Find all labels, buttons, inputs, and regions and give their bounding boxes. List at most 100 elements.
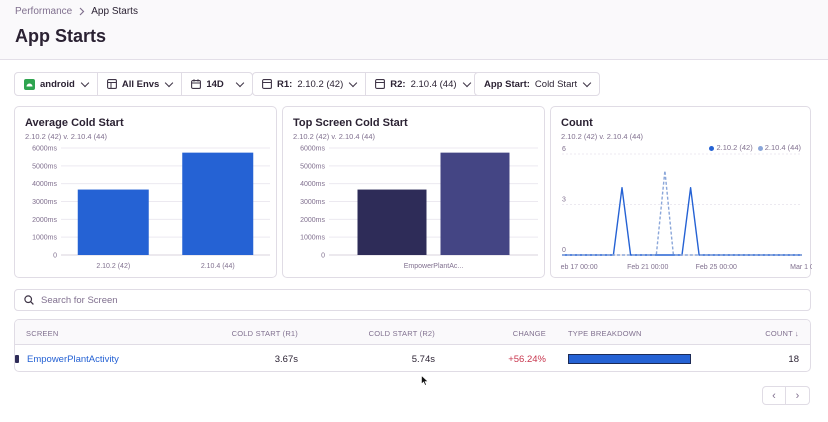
- type-breakdown-bar[interactable]: [568, 354, 691, 364]
- average-cold-start-panel: Average Cold Start 2.10.2 (42) v. 2.10.4…: [14, 106, 277, 278]
- y-tick-label: 0: [321, 253, 325, 260]
- chevron-down-icon: [582, 78, 592, 87]
- chart-title: Average Cold Start: [25, 117, 124, 129]
- release-filter-group: R1: 2.10.2 (42) R2: 2.10.4 (44): [252, 72, 480, 96]
- x-tick-label: 2.10.2 (42): [96, 263, 130, 270]
- chevron-down-icon: [235, 78, 245, 87]
- y-tick-label: 1000ms: [32, 235, 57, 242]
- project-filter-group: android All Envs 14D: [14, 72, 253, 96]
- breadcrumb-performance[interactable]: Performance: [15, 6, 73, 17]
- y-tick-label: 1000ms: [300, 235, 325, 242]
- release-1-label: R1:: [277, 78, 293, 90]
- app-start-filter-group: App Start: Cold Start: [474, 72, 601, 96]
- release-2-value: 2.10.4 (44): [410, 78, 457, 90]
- page-header: Performance App Starts App Starts: [0, 0, 828, 60]
- column-header-cold-start-r2[interactable]: COLD START (R2): [368, 329, 435, 338]
- chevron-right-icon: [79, 7, 85, 16]
- table-row[interactable]: EmpowerPlantActivity 3.67s 5.74s +56.24%…: [15, 345, 810, 371]
- top-screen-cold-start-chart: 0 1000ms 2000ms 3000ms 4000ms 5000ms 6000ms Emp…: [300, 146, 538, 270]
- date-range-filter[interactable]: 14D: [182, 72, 253, 96]
- release-2-filter[interactable]: R2: 2.10.4 (44): [366, 72, 480, 96]
- row-color-marker: [15, 355, 19, 363]
- x-tick-label: Feb 21 00:00: [627, 264, 668, 271]
- chart-legend: 2.10.2 (42) 2.10.4 (44): [709, 143, 801, 152]
- legend-dot: [757, 145, 763, 151]
- search-icon: [24, 295, 34, 305]
- change-value: +56.24%: [508, 354, 546, 365]
- cold-start-r2-value: 5.74s: [411, 354, 435, 365]
- chart-title: Top Screen Cold Start: [293, 117, 408, 129]
- bar: [440, 152, 510, 255]
- y-tick-label: 0: [53, 253, 57, 260]
- series-line: [562, 170, 802, 256]
- x-tick-label: eb 17 00:00: [561, 264, 598, 271]
- y-tick-label: 3000ms: [300, 199, 325, 206]
- chart-subtitle: 2.10.2 (42) v. 2.10.4 (44): [25, 132, 107, 141]
- bar: [357, 189, 427, 255]
- x-tick-label: Mar 1 0: [790, 264, 812, 271]
- page-title: App Starts: [15, 26, 107, 46]
- count-panel: Count 2.10.2 (42) v. 2.10.4 (44) 2.10.2 …: [550, 106, 812, 278]
- top-screen-cold-start-panel: Top Screen Cold Start 2.10.2 (42) v. 2.1…: [282, 106, 545, 278]
- release-2-label: R2:: [390, 78, 406, 90]
- legend-label: 2.10.4 (44): [764, 143, 801, 152]
- chevron-down-icon: [80, 78, 90, 87]
- next-page-button[interactable]: ›: [786, 386, 810, 405]
- release-icon: [262, 79, 272, 89]
- bar: [182, 152, 254, 255]
- app-start-label: App Start:: [484, 78, 530, 90]
- y-tick-label: 6000ms: [32, 146, 57, 153]
- type-breakdown-fill: [569, 355, 690, 363]
- platform-filter[interactable]: android: [14, 72, 98, 96]
- y-tick-label: 4000ms: [300, 181, 325, 188]
- breadcrumb: Performance App Starts: [15, 6, 138, 17]
- y-tick-label: 3: [562, 197, 566, 204]
- series-line: [562, 186, 802, 256]
- y-tick-label: 6000ms: [300, 146, 325, 153]
- legend-item[interactable]: 2.10.2 (42): [709, 143, 753, 152]
- y-tick-label: 6: [562, 146, 566, 153]
- app-start-value: Cold Start: [534, 78, 578, 90]
- y-tick-label: 2000ms: [300, 217, 325, 224]
- release-icon: [375, 79, 386, 89]
- previous-page-button[interactable]: ‹: [762, 386, 786, 405]
- column-header-count[interactable]: COUNT ↓: [765, 329, 799, 338]
- count-chart: 0 3 6 eb 17 00:00 Feb 21 00:00 Feb 25 00:00 Ma…: [561, 146, 812, 271]
- environment-filter[interactable]: All Envs: [97, 72, 183, 96]
- average-cold-start-chart: 0 1000ms 2000ms 3000ms 4000ms 5000ms 6000ms 2.1…: [32, 146, 270, 270]
- cold-start-r1-value: 3.67s: [274, 354, 298, 365]
- app-start-type-filter[interactable]: App Start: Cold Start: [474, 72, 601, 96]
- table-header: SCREEN COLD START (R1) COLD START (R2) C…: [15, 320, 810, 345]
- chevron-down-icon: [165, 78, 174, 87]
- breadcrumb-current: App Starts: [91, 6, 138, 17]
- mouse-cursor-icon: [421, 375, 429, 386]
- android-icon: [24, 78, 35, 90]
- date-range-label: 14D: [206, 78, 224, 90]
- release-1-filter[interactable]: R1: 2.10.2 (42): [252, 72, 367, 96]
- pagination: ‹ ›: [762, 386, 810, 405]
- legend-label: 2.10.2 (42): [716, 143, 753, 152]
- x-tick-label: EmpowerPlantAc...: [404, 263, 464, 270]
- column-header-screen[interactable]: SCREEN: [26, 329, 59, 338]
- screen-name-link[interactable]: EmpowerPlantActivity: [27, 354, 119, 365]
- legend-dot: [709, 145, 715, 151]
- column-header-cold-start-r1[interactable]: COLD START (R1): [231, 329, 298, 338]
- chart-subtitle: 2.10.2 (42) v. 2.10.4 (44): [293, 132, 375, 141]
- y-tick-label: 5000ms: [300, 163, 325, 170]
- y-tick-label: 5000ms: [32, 163, 57, 170]
- column-header-type-breakdown[interactable]: TYPE BREAKDOWN: [568, 329, 642, 338]
- legend-item[interactable]: 2.10.4 (44): [757, 143, 801, 152]
- bar: [77, 189, 149, 255]
- x-tick-label: 2.10.4 (44): [201, 263, 235, 270]
- calendar-icon: [191, 79, 202, 89]
- column-header-change[interactable]: CHANGE: [512, 329, 546, 338]
- platform-label: android: [40, 78, 75, 90]
- y-tick-label: 3000ms: [32, 199, 57, 206]
- chevron-down-icon: [349, 78, 358, 87]
- y-tick-label: 4000ms: [32, 181, 57, 188]
- screen-search-input[interactable]: Search for Screen: [14, 289, 811, 311]
- count-value: 18: [788, 354, 799, 365]
- environment-label: All Envs: [121, 78, 160, 90]
- screens-table: SCREEN COLD START (R1) COLD START (R2) C…: [14, 319, 811, 372]
- grid-icon: [106, 79, 117, 89]
